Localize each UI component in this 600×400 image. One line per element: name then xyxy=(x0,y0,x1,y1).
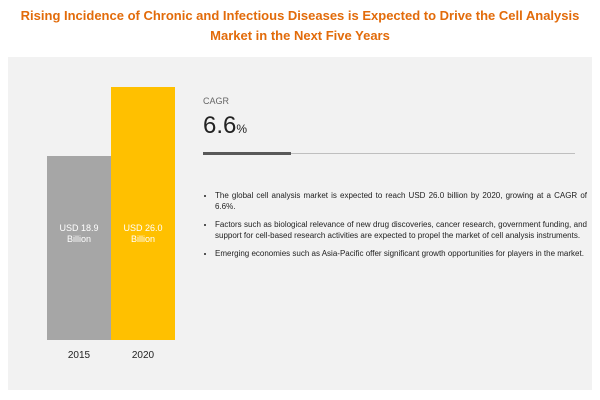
cagr-label: CAGR xyxy=(203,96,230,106)
bullet-item: The global cell analysis market is expec… xyxy=(215,190,587,212)
x-tick-label: 2015 xyxy=(67,350,91,361)
rule xyxy=(291,153,575,154)
cagr-unit: % xyxy=(236,122,248,136)
cagr-number: 6.6 xyxy=(203,112,237,139)
bullet-list: The global cell analysis market is expec… xyxy=(203,190,587,266)
bar-label: USD 18.9 Billion xyxy=(59,223,99,244)
bullet-item: Factors such as biological relevance of … xyxy=(215,219,587,241)
x-tick-label: 2020 xyxy=(131,350,155,361)
rule xyxy=(203,152,291,155)
cagr-value: 6.6% xyxy=(203,112,247,140)
bar xyxy=(111,87,175,340)
bullet-item: Emerging economies such as Asia-Pacific … xyxy=(215,248,587,259)
bar xyxy=(47,156,111,340)
chart-title: Rising Incidence of Chronic and Infectio… xyxy=(20,8,580,43)
bar-label: USD 26.0 Billion xyxy=(123,223,163,244)
